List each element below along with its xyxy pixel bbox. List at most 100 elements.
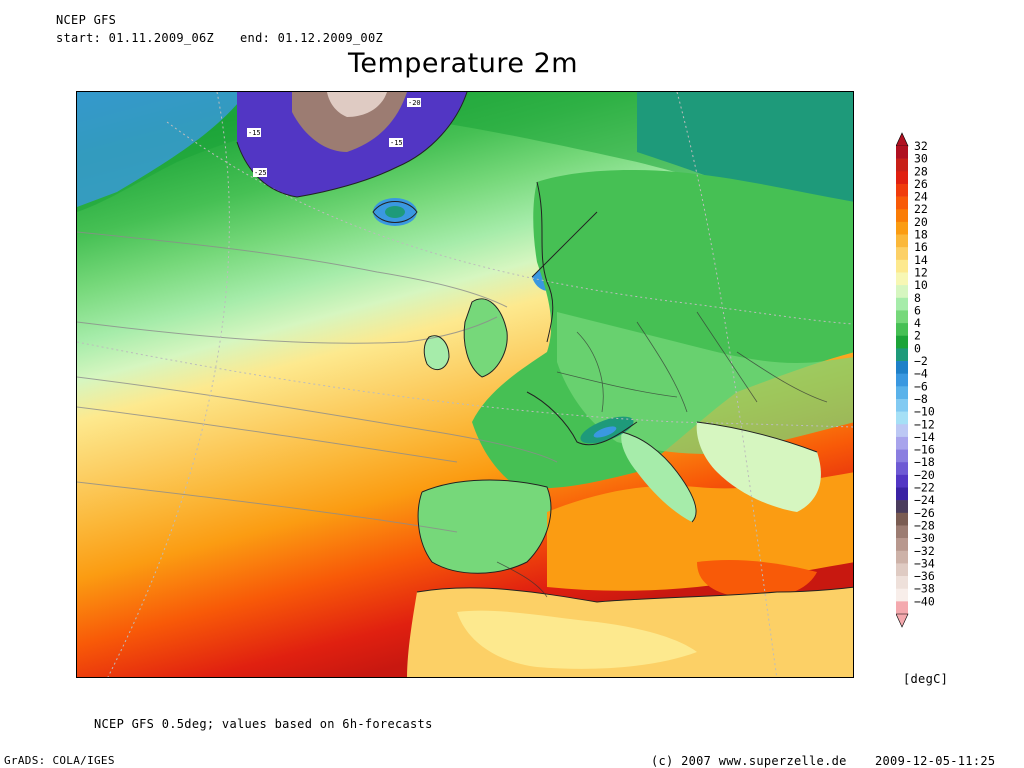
- legend-swatch: [896, 323, 908, 337]
- contour-label-box: [253, 168, 267, 177]
- legend-swatch: [896, 348, 908, 362]
- legend-swatch: [896, 462, 908, 476]
- legend-tick-label: −26: [914, 506, 935, 520]
- greenland-ice-core: [292, 92, 407, 152]
- legend-tick-label: −16: [914, 443, 935, 457]
- legend-tick-label: 0: [914, 341, 921, 355]
- atlas-region: [457, 610, 697, 669]
- legend-tick-label: −32: [914, 544, 935, 558]
- data-source-note: NCEP GFS 0.5deg; values based on 6h-fore…: [94, 717, 433, 731]
- legend-tick-label: −8: [914, 392, 928, 406]
- polar-cold-area: [77, 92, 247, 207]
- legend-swatch: [896, 550, 908, 564]
- legend-swatch: [896, 209, 908, 223]
- legend-swatch: [896, 563, 908, 577]
- legend-swatch: [896, 398, 908, 412]
- end-time: end: 01.12.2009_00Z: [240, 31, 383, 45]
- alps-cold-core: [593, 426, 617, 438]
- balkans: [696, 422, 821, 512]
- legend-swatch: [896, 424, 908, 438]
- legend-arrow-top: [896, 132, 909, 147]
- legend-swatch: [896, 588, 908, 602]
- legend-swatch: [896, 500, 908, 514]
- legend-tick-label: 12: [914, 265, 928, 279]
- legend-tick-label: 32: [914, 139, 928, 153]
- coastlines: [236, 92, 853, 603]
- contour-label: -20: [408, 99, 421, 107]
- legend-swatch: [896, 449, 908, 463]
- legend-swatch: [896, 576, 908, 590]
- forecast-period: start: 01.11.2009_06Z end: 01.12.2009_00Z: [56, 31, 383, 45]
- legend-swatch: [896, 436, 908, 450]
- mediterranean-warm-core: [697, 560, 817, 599]
- legend-swatch: [896, 487, 908, 501]
- legend-tick-label: −24: [914, 493, 935, 507]
- legend-tick-label: 8: [914, 291, 921, 305]
- contour-label-box: [407, 98, 421, 107]
- legend-tick-label: 20: [914, 215, 928, 229]
- legend-tick-label: −34: [914, 556, 935, 570]
- copyright-notice: (c) 2007 www.superzelle.de: [651, 754, 847, 768]
- legend-tick-label: −2: [914, 354, 928, 368]
- contour-label-box: [247, 128, 261, 137]
- legend-tick-label: −4: [914, 367, 928, 381]
- legend-tick-label: 30: [914, 152, 928, 166]
- legend-tick-label: −36: [914, 569, 935, 583]
- legend-swatch: [896, 538, 908, 552]
- legend-swatch: [896, 146, 908, 159]
- legend-swatch: [896, 234, 908, 248]
- legend-tick-label: 28: [914, 164, 928, 178]
- legend-arrow-bottom: [896, 613, 909, 628]
- contour-label: -15: [248, 129, 261, 137]
- great-britain: [464, 298, 508, 377]
- temperature-map: -15 -25 -20 -15: [76, 91, 854, 678]
- legend-tick-label: −14: [914, 430, 935, 444]
- legend-swatch: [896, 512, 908, 526]
- legend-swatch: [896, 171, 908, 185]
- legend-tick-label: 26: [914, 177, 928, 191]
- unit-label: [degC]: [903, 672, 949, 686]
- legend-tick-label: 4: [914, 316, 921, 330]
- legend-tick-label: 16: [914, 240, 928, 254]
- legend-tick-label: 10: [914, 278, 928, 292]
- model-name: NCEP GFS: [56, 13, 117, 27]
- contour-label-box: [389, 138, 403, 147]
- iberia: [418, 480, 551, 574]
- start-time: start: 01.11.2009_06Z: [56, 31, 215, 45]
- legend-tick-label: −22: [914, 481, 935, 495]
- legend-swatch: [896, 373, 908, 387]
- legend-tick-label: −18: [914, 455, 935, 469]
- legend-tick-label: 24: [914, 190, 928, 204]
- country-borders: [496, 311, 828, 598]
- legend-swatch: [896, 386, 908, 400]
- grads-credit: GrADS: COLA/IGES: [4, 754, 115, 767]
- legend-swatch: [896, 297, 908, 311]
- legend-swatch: [896, 285, 908, 299]
- legend-swatch: [896, 221, 908, 235]
- legend-swatch: [896, 411, 908, 425]
- legend-tick-label: 22: [914, 202, 928, 216]
- legend-swatch: [896, 272, 908, 286]
- legend-swatch: [896, 601, 908, 615]
- legend-swatch: [896, 158, 908, 172]
- contour-label: -25: [254, 169, 267, 177]
- legend-swatch: [896, 525, 908, 539]
- legend-tick-label: −38: [914, 582, 935, 596]
- legend-swatch: [896, 310, 908, 324]
- legend-swatch: [896, 361, 908, 374]
- render-timestamp: 2009-12-05-11:25: [875, 754, 996, 768]
- legend-tick-label: −6: [914, 379, 928, 393]
- legend-tick-label: −28: [914, 518, 935, 532]
- contour-label: -15: [390, 139, 403, 147]
- greenland-summit: [327, 92, 387, 117]
- legend-swatch: [896, 247, 908, 261]
- graticule: [77, 92, 853, 677]
- legend-tick-label: 6: [914, 303, 921, 317]
- legend-swatch: [896, 259, 908, 273]
- italy: [621, 432, 697, 522]
- legend-swatch: [896, 183, 908, 197]
- ireland: [424, 335, 449, 370]
- legend-tick-label: 2: [914, 329, 921, 343]
- legend-tick-label: 14: [914, 253, 928, 267]
- legend-swatch: [896, 335, 908, 349]
